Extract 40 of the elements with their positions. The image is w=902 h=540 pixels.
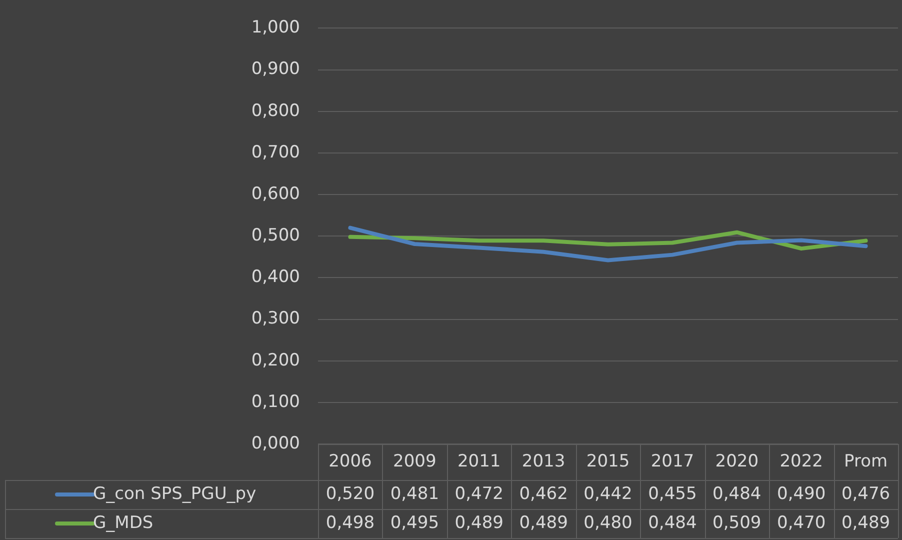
- data-label: 0,442: [584, 484, 632, 504]
- legend-label: G_con SPS_PGU_py: [93, 484, 256, 504]
- y-tick-label: 0,000: [251, 433, 300, 454]
- x-tick-label: 2009: [393, 452, 436, 472]
- y-tick-label: 0,200: [251, 350, 300, 370]
- y-tick-label: 0,700: [251, 142, 300, 162]
- y-tick-label: 0,100: [251, 392, 300, 412]
- x-tick-label: 2013: [522, 452, 566, 472]
- data-label: 0,495: [390, 512, 440, 533]
- x-tick-label: 2011: [457, 452, 501, 472]
- x-tick-label: 2015: [586, 452, 630, 472]
- data-label: 0,489: [454, 512, 504, 533]
- y-tick-label: 0,400: [251, 267, 300, 288]
- x-tick-label: 2022: [780, 452, 823, 472]
- data-label: 0,498: [326, 512, 375, 533]
- data-label: 0,509: [712, 512, 762, 533]
- data-label: 0,470: [776, 512, 826, 533]
- y-tick-label: 0,300: [251, 308, 300, 329]
- data-label: 0,481: [390, 484, 440, 504]
- y-tick-label: 0,800: [251, 100, 300, 121]
- data-label: 0,462: [519, 484, 568, 504]
- y-tick-label: 0,500: [251, 226, 300, 246]
- x-tick-label: 2006: [328, 452, 372, 472]
- data-label: 0,455: [648, 484, 697, 504]
- data-label: 0,472: [454, 484, 504, 504]
- data-label: 0,489: [519, 512, 568, 533]
- data-label: 0,484: [648, 512, 697, 533]
- legend-label: G_MDS: [93, 512, 154, 533]
- y-tick-label: 0,600: [251, 184, 300, 204]
- y-tick-label: 0,900: [251, 59, 300, 80]
- x-tick-label: 2020: [715, 452, 759, 472]
- data-label: 0,490: [776, 484, 826, 504]
- data-label: 0,489: [841, 512, 890, 533]
- data-label: 0,484: [712, 484, 762, 504]
- data-label: 0,480: [584, 512, 632, 533]
- x-tick-label: Prom: [844, 452, 888, 472]
- y-tick-label: 1,000: [251, 18, 300, 38]
- data-label: 0,520: [326, 484, 375, 504]
- data-label: 0,476: [841, 484, 890, 504]
- x-tick-label: 2017: [650, 452, 694, 472]
